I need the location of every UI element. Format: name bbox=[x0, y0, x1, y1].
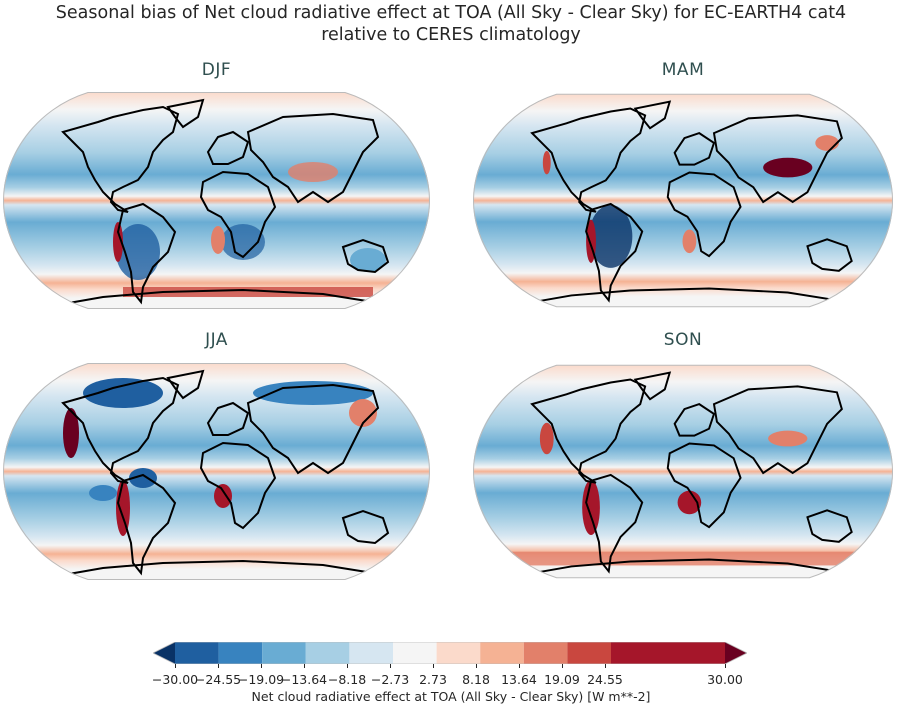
colorbar-tick-label: 30.00 bbox=[707, 672, 743, 687]
panel-title-djf: DJF bbox=[201, 60, 232, 80]
colorbar-tick-label: −13.64 bbox=[280, 672, 328, 687]
colorbar-tick-label: 24.55 bbox=[587, 672, 623, 687]
panel-title-mam: MAM bbox=[661, 60, 705, 80]
colorbar-label: Net cloud radiative effect at TOA (All S… bbox=[251, 689, 651, 704]
figure-title: Seasonal bias of Net cloud radiative eff… bbox=[0, 2, 902, 46]
colorbar-tick-label: 8.18 bbox=[462, 672, 490, 687]
map-djf bbox=[3, 92, 430, 309]
colorbar-tick-label: −19.09 bbox=[237, 672, 285, 687]
panel-title-son: SON bbox=[663, 330, 703, 350]
colorbar-tick-label: −24.55 bbox=[194, 672, 242, 687]
colorbar-tick-label: −30.00 bbox=[151, 672, 199, 687]
map-mam bbox=[473, 93, 893, 308]
map-son bbox=[473, 364, 893, 579]
panel-title-jja: JJA bbox=[205, 330, 228, 350]
colorbar bbox=[153, 642, 747, 664]
colorbar-over-arrow bbox=[725, 642, 747, 664]
colorbar-tick-label: 2.73 bbox=[419, 672, 447, 687]
colorbar-tick-label: 19.09 bbox=[544, 672, 580, 687]
title-line-1: Seasonal bias of Net cloud radiative eff… bbox=[55, 3, 847, 23]
colorbar-under-arrow bbox=[153, 642, 175, 664]
title-line-2: relative to CERES climatology bbox=[321, 25, 581, 45]
colorbar-tick-label: 13.64 bbox=[501, 672, 537, 687]
colorbar-tick-label: −2.73 bbox=[370, 672, 410, 687]
colorbar-tick-label: −8.18 bbox=[327, 672, 367, 687]
map-jja bbox=[3, 363, 430, 580]
